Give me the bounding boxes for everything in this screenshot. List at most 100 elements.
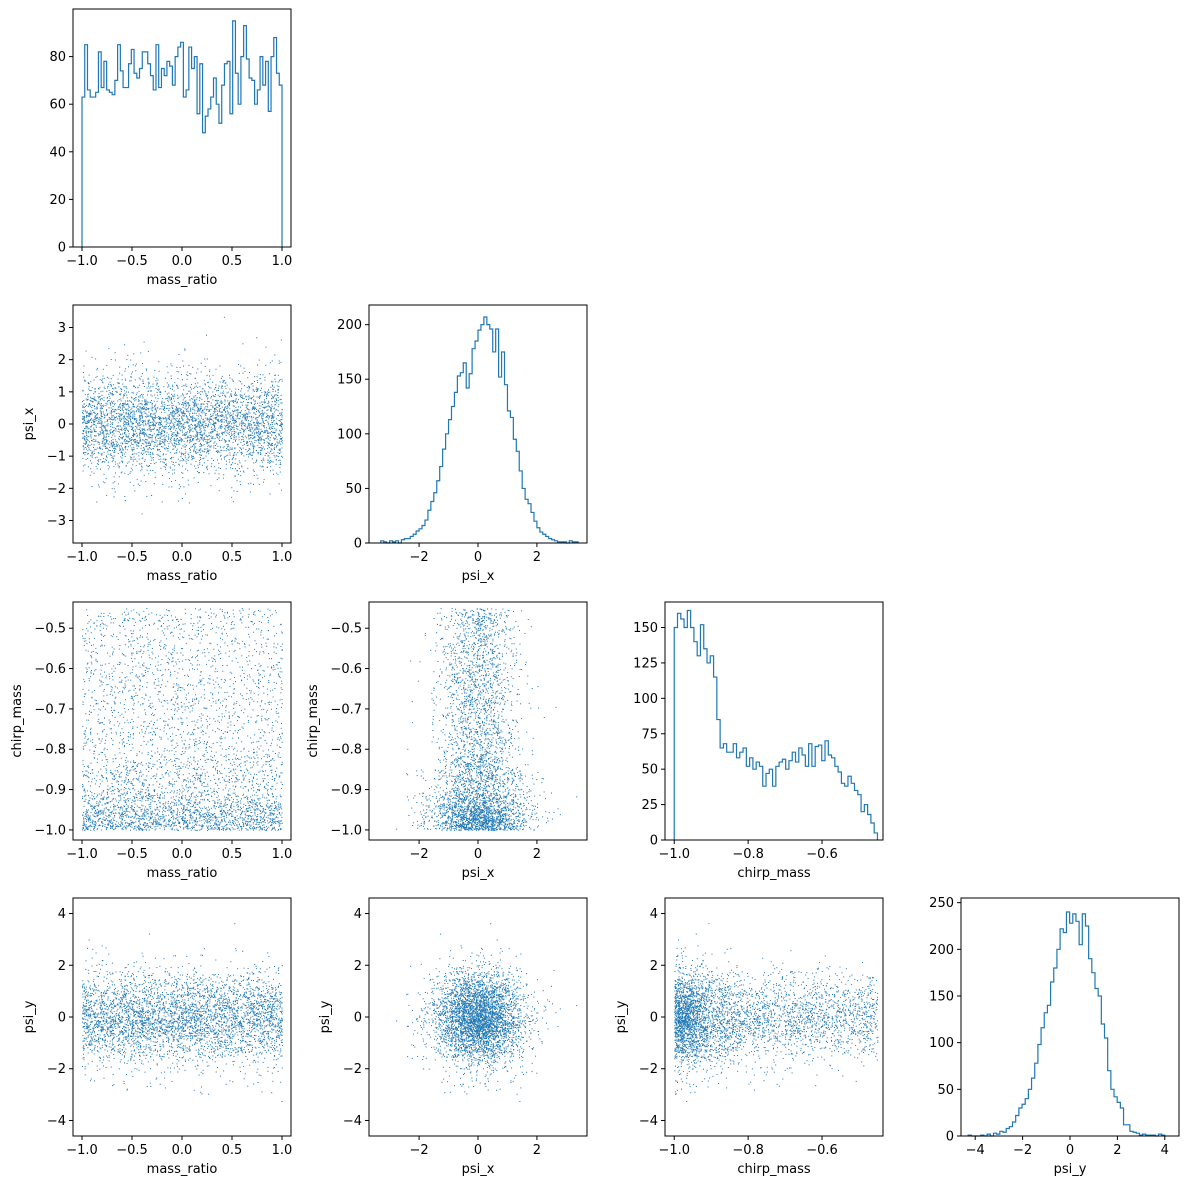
scatter-point	[99, 783, 101, 785]
scatter-point	[140, 420, 142, 422]
scatter-point	[183, 433, 185, 435]
scatter-point	[273, 681, 275, 683]
scatter-point	[150, 401, 152, 403]
scatter-point	[164, 390, 166, 392]
scatter-point	[124, 370, 126, 372]
scatter-point	[171, 486, 173, 488]
scatter-point	[235, 420, 237, 421]
scatter-point	[176, 412, 178, 414]
scatter-point	[266, 416, 267, 418]
scatter-point	[84, 454, 86, 456]
scatter-point	[152, 470, 154, 471]
scatter-point	[164, 411, 166, 413]
scatter-point	[236, 778, 238, 780]
scatter-point	[235, 391, 236, 393]
scatter-point	[224, 819, 226, 821]
scatter-point	[248, 423, 250, 425]
scatter-point	[256, 387, 258, 389]
scatter-point	[192, 458, 193, 460]
scatter-point	[238, 424, 240, 426]
scatter-point	[187, 440, 188, 441]
scatter-point	[202, 445, 204, 447]
scatter-point	[165, 453, 167, 455]
scatter-point	[179, 460, 181, 462]
scatter-point	[90, 812, 92, 814]
scatter-point	[122, 403, 124, 404]
scatter-point	[155, 423, 157, 424]
scatter-point	[197, 425, 198, 427]
scatter-point	[83, 465, 85, 467]
scatter-point	[195, 425, 196, 427]
scatter-point	[123, 403, 125, 405]
scatter-point	[173, 426, 175, 428]
scatter-point	[217, 415, 219, 417]
scatter-point	[217, 400, 219, 401]
scatter-point	[210, 787, 212, 789]
scatter-point	[113, 488, 115, 490]
scatter-point	[202, 391, 203, 393]
scatter-point	[122, 383, 124, 385]
scatter-point	[185, 697, 187, 699]
scatter-point	[85, 667, 87, 669]
scatter-point	[250, 428, 252, 430]
scatter-point	[182, 472, 184, 474]
scatter-point	[166, 422, 168, 424]
scatter-point	[199, 409, 201, 411]
scatter-point	[199, 429, 201, 431]
scatter-point	[214, 824, 216, 826]
scatter-point	[272, 417, 274, 419]
panel-psi_x-vs-mass_ratio-ytick-label: −1	[47, 450, 66, 465]
scatter-point	[256, 380, 258, 381]
scatter-point	[249, 425, 250, 427]
scatter-point	[232, 468, 234, 469]
scatter-point	[165, 420, 167, 422]
scatter-point	[132, 428, 134, 430]
scatter-point	[159, 393, 161, 395]
scatter-point	[184, 455, 186, 457]
scatter-point	[132, 444, 134, 446]
scatter-point	[112, 431, 114, 433]
scatter-point	[105, 433, 107, 435]
scatter-point	[209, 369, 211, 371]
scatter-point	[106, 429, 108, 431]
scatter-point	[178, 484, 180, 486]
scatter-point	[165, 447, 167, 449]
scatter-point	[270, 466, 272, 468]
scatter-point	[134, 379, 136, 381]
scatter-point	[141, 433, 143, 435]
scatter-point	[112, 434, 114, 436]
scatter-point	[118, 428, 119, 430]
scatter-point	[170, 452, 172, 454]
scatter-point	[86, 415, 88, 416]
scatter-point	[126, 436, 128, 438]
scatter-point	[177, 424, 179, 426]
scatter-point	[271, 398, 272, 400]
scatter-point	[152, 434, 154, 436]
scatter-point	[156, 429, 158, 431]
scatter-point	[254, 428, 256, 430]
scatter-point	[88, 413, 90, 415]
scatter-point	[251, 458, 253, 460]
scatter-point	[242, 609, 244, 611]
scatter-point	[202, 425, 204, 427]
scatter-point	[129, 672, 131, 674]
scatter-point	[223, 392, 225, 394]
scatter-point	[189, 430, 191, 432]
scatter-point	[188, 800, 190, 802]
scatter-point	[113, 418, 115, 420]
scatter-point	[175, 821, 176, 823]
scatter-point	[272, 381, 274, 383]
scatter-point	[132, 417, 133, 419]
scatter-point	[83, 790, 85, 792]
scatter-point	[111, 401, 113, 403]
scatter-point	[179, 366, 181, 368]
scatter-point	[160, 640, 162, 642]
scatter-point	[213, 445, 215, 447]
scatter-point	[197, 411, 199, 413]
scatter-point	[131, 423, 133, 425]
scatter-point	[171, 426, 173, 428]
scatter-point	[279, 448, 281, 450]
scatter-point	[248, 456, 250, 458]
scatter-point	[135, 418, 137, 419]
scatter-point	[274, 374, 276, 376]
